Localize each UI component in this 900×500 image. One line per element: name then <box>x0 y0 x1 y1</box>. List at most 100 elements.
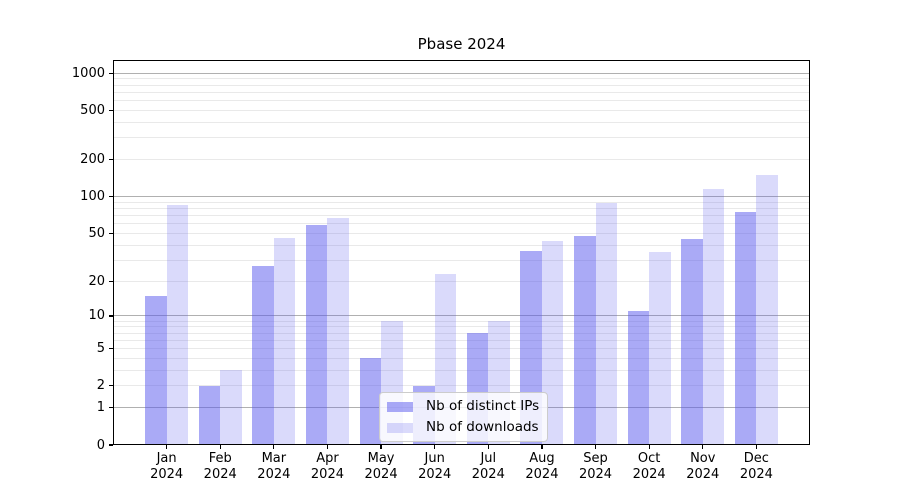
x-tick-mark <box>755 445 757 449</box>
minor-gridline <box>113 91 810 93</box>
bar-dec-downloads <box>756 174 778 445</box>
x-tick-mark <box>326 445 329 449</box>
bar-may-distinct-ips <box>359 358 382 445</box>
minor-gridline <box>113 259 810 261</box>
y-tick-mark <box>108 109 113 112</box>
minor-gridline <box>113 223 810 225</box>
bar-dec-distinct-ips <box>734 211 757 445</box>
x-tick-label: Sep 2024 <box>564 451 628 483</box>
y-tick-mark <box>108 407 113 409</box>
minor-gridline <box>113 232 810 234</box>
x-tick-year: 2024 <box>310 467 344 482</box>
x-tick-mark <box>219 445 221 449</box>
bar-nov-downloads <box>702 189 725 445</box>
x-tick-month: Feb <box>208 451 232 466</box>
chart-title: Pbase 2024 <box>417 35 506 53</box>
y-tick-label: 1 <box>96 400 105 416</box>
x-tick-month: Apr <box>316 451 339 466</box>
y-tick-mark <box>108 385 113 387</box>
minor-gridline <box>113 339 810 341</box>
plot-area <box>113 60 810 445</box>
bar-sep-downloads <box>595 203 618 445</box>
x-tick-month: Nov <box>690 451 716 466</box>
y-tick-label: 2 <box>96 378 105 394</box>
y-tick-mark <box>108 196 113 198</box>
x-tick-mark <box>273 445 275 449</box>
y-tick-label: 0 <box>96 437 105 453</box>
x-tick-month: Jul <box>480 451 497 466</box>
x-tick-year: 2024 <box>632 467 666 482</box>
minor-gridline <box>113 215 810 217</box>
minor-gridline <box>113 348 810 350</box>
legend-label-distinct-ips: Nb of distinct IPs <box>426 398 540 414</box>
bar-oct-distinct-ips <box>627 311 650 445</box>
x-tick-month: May <box>367 451 395 466</box>
bar-jan-downloads <box>166 205 189 445</box>
y-tick-mark <box>108 232 113 234</box>
y-tick-label: 5 <box>96 341 105 357</box>
minor-gridline <box>113 320 810 322</box>
x-tick-year: 2024 <box>471 467 505 482</box>
x-tick-label: May 2024 <box>349 451 413 483</box>
minor-gridline <box>113 244 810 246</box>
x-tick-mark <box>434 445 436 449</box>
x-tick-mark <box>166 445 168 449</box>
minor-gridline <box>113 121 810 123</box>
minor-gridline <box>113 280 810 282</box>
legend-swatch-downloads-icon <box>387 422 413 433</box>
bar-apr-distinct-ips <box>305 224 328 445</box>
x-tick-month: Jan <box>156 451 177 466</box>
minor-gridline <box>113 78 810 80</box>
bar-jan-distinct-ips <box>145 295 167 445</box>
x-tick-year: 2024 <box>578 467 613 482</box>
minor-gridline <box>113 159 810 161</box>
x-tick-year: 2024 <box>257 467 291 482</box>
minor-gridline <box>113 326 810 328</box>
x-tick-month: Oct <box>637 451 661 466</box>
y-tick-mark <box>108 347 113 350</box>
major-gridline <box>113 315 810 317</box>
y-tick-mark <box>108 315 113 317</box>
y-tick-mark <box>108 280 113 282</box>
y-tick-label: 20 <box>88 273 105 289</box>
y-tick-label: 50 <box>88 225 105 241</box>
x-tick-label: Apr 2024 <box>295 451 359 483</box>
minor-gridline <box>113 369 810 371</box>
bar-apr-downloads <box>327 217 349 445</box>
bar-feb-downloads <box>220 370 242 445</box>
x-tick-label: Jan 2024 <box>135 451 199 483</box>
minor-gridline <box>113 208 810 209</box>
minor-gridline <box>113 137 810 139</box>
x-tick-year: 2024 <box>418 467 452 482</box>
y-tick-mark <box>108 444 113 446</box>
x-tick-label: Feb 2024 <box>188 451 252 483</box>
x-tick-month: Jun <box>424 451 445 466</box>
minor-gridline <box>113 201 810 203</box>
x-tick-year: 2024 <box>686 467 720 482</box>
legend: Nb of distinct IPs Nb of downloads <box>379 392 549 442</box>
minor-gridline <box>113 357 810 359</box>
bar-sep-distinct-ips <box>574 235 596 445</box>
x-tick-month: Sep <box>583 451 608 466</box>
x-tick-year: 2024 <box>150 467 184 482</box>
x-tick-mark <box>380 445 382 449</box>
x-tick-label: Jun 2024 <box>403 451 467 483</box>
bar-mar-downloads <box>273 237 296 445</box>
y-tick-mark <box>108 72 113 74</box>
x-tick-month: Aug <box>529 451 555 466</box>
x-tick-year: 2024 <box>364 467 398 482</box>
x-tick-year: 2024 <box>525 467 559 482</box>
x-tick-mark <box>702 445 704 449</box>
legend-item-distinct-ips: Nb of distinct IPs <box>387 398 539 415</box>
x-tick-label: Nov 2024 <box>671 451 735 483</box>
y-tick-label: 1000 <box>71 65 105 81</box>
x-tick-label: Mar 2024 <box>242 451 306 483</box>
major-gridline <box>113 196 810 198</box>
x-tick-label: Aug 2024 <box>510 451 574 483</box>
bar-nov-distinct-ips <box>681 238 703 445</box>
x-tick-year: 2024 <box>203 467 237 482</box>
x-tick-mark <box>648 445 650 449</box>
minor-gridline <box>113 100 810 102</box>
minor-gridline <box>113 332 810 334</box>
